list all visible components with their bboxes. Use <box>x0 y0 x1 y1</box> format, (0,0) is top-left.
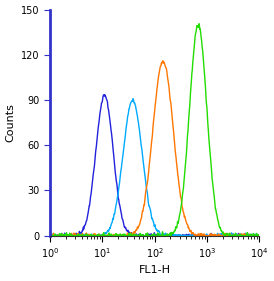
X-axis label: FL1-H: FL1-H <box>139 266 171 275</box>
Y-axis label: Counts: Counts <box>5 103 16 142</box>
